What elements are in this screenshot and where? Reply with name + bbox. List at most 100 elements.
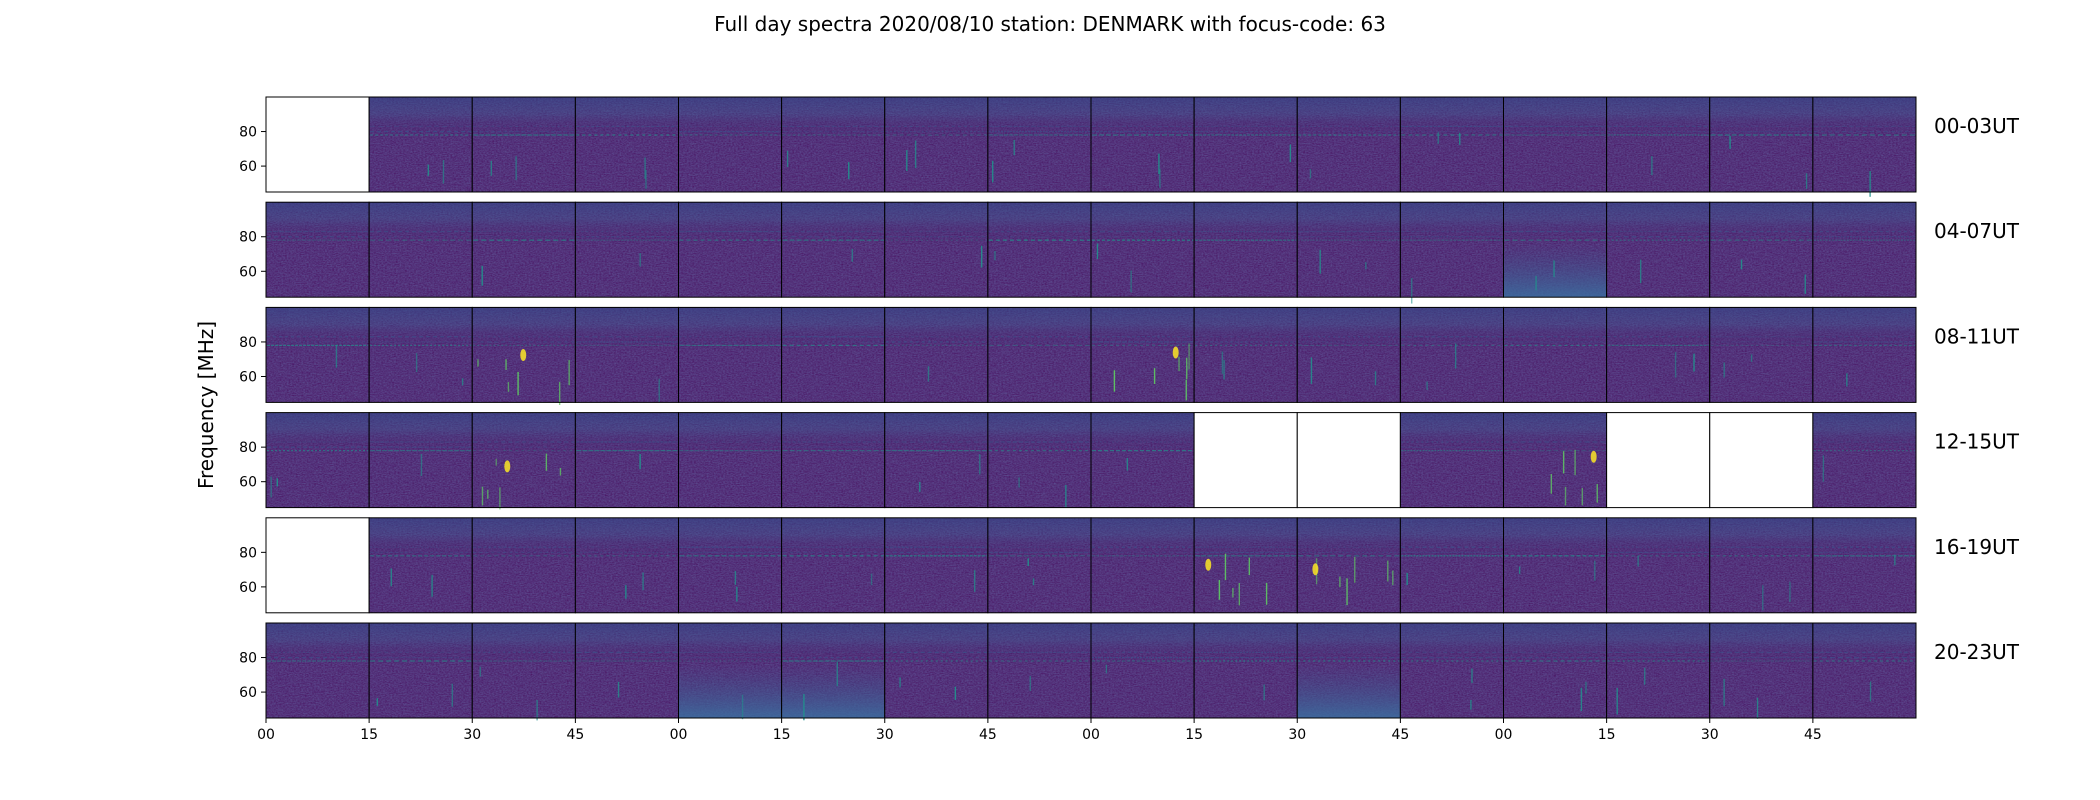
- spectrum-panel: [1606, 201, 1711, 298]
- row-labels: 00-03UT 04-07UT 08-11UT 12-15UT 16-19UT 20-23…: [1934, 114, 2020, 664]
- y-tick-label: 80: [239, 440, 257, 456]
- panel-top-band: [1812, 307, 1916, 351]
- panel-top-band: [1297, 623, 1401, 666]
- panel-top-band: [369, 202, 473, 245]
- spectrum-panel: [1090, 517, 1195, 614]
- spectrum-panel: [574, 412, 679, 509]
- spectrum-panel: [1812, 306, 1917, 403]
- spectrum-panel: [368, 201, 473, 298]
- spectrum-panel: [1193, 306, 1298, 403]
- spectrum-panel: [1296, 306, 1401, 403]
- panel-top-band: [678, 623, 782, 666]
- panel-top-band: [987, 412, 1091, 456]
- y-tick-label: 60: [239, 264, 257, 280]
- panel-top-band: [575, 517, 679, 561]
- spectrum-panel: [1090, 622, 1195, 719]
- row-label: 12-15UT: [1934, 430, 2020, 454]
- spectrum-panel: [1606, 517, 1711, 614]
- empty-panel: [1606, 412, 1711, 509]
- y-tick-label: 60: [239, 580, 257, 596]
- panel-top-band: [1194, 97, 1298, 140]
- x-tick-label: 15: [1598, 727, 1616, 743]
- spectrum-panel: [265, 306, 370, 403]
- x-tick-label: 15: [773, 727, 791, 743]
- spectra-row-00-03UT: [265, 96, 1917, 197]
- spectrum-panel: [471, 622, 576, 721]
- row-label: 16-19UT: [1934, 535, 2020, 559]
- panel-top-band: [575, 97, 679, 140]
- panel-top-band: [472, 412, 576, 456]
- panel-top-band: [1812, 517, 1916, 561]
- spectrum-panel: [884, 412, 989, 509]
- panel-top-band: [472, 517, 576, 561]
- spectrum-panel: [1606, 622, 1711, 719]
- panel-top-band: [1709, 307, 1813, 351]
- spectrum-panel: [471, 412, 576, 510]
- panel-top-band: [781, 623, 885, 666]
- panel-top-band: [884, 517, 988, 561]
- spectrum-panel: [678, 517, 783, 614]
- spectrum-panel: [265, 201, 370, 298]
- spectrum-panel: [1296, 201, 1401, 298]
- spectrum-panel: [1193, 412, 1298, 509]
- y-ticks: 60 80 60 80 60 80 60 80 60 80 60 80: [239, 125, 266, 701]
- spectrum-panel: [1709, 517, 1814, 614]
- x-tick-label: 15: [1185, 727, 1203, 743]
- panel-top-band: [1606, 623, 1710, 666]
- panel-top-band: [1503, 307, 1607, 351]
- spectra-row-08-11UT: [265, 306, 1917, 406]
- spectra-row-12-15UT: [265, 412, 1917, 510]
- spectrum-panel: [1399, 412, 1504, 509]
- panel-top-band: [472, 97, 576, 140]
- panel-top-band: [678, 307, 782, 351]
- panel-top-band: [1503, 202, 1607, 245]
- panel-top-band: [369, 97, 473, 140]
- panel-top-band: [1400, 97, 1504, 140]
- panel-top-band: [1812, 202, 1916, 245]
- row-label: 00-03UT: [1934, 114, 2020, 138]
- spectrum-panel: [781, 622, 886, 721]
- spectrum-panel: [471, 517, 576, 614]
- panel-top-band: [1709, 202, 1813, 245]
- x-tick-label: 45: [1391, 727, 1409, 743]
- y-tick-label: 60: [239, 369, 257, 385]
- spectrum-panel: [781, 412, 886, 509]
- spectrum-panel: [781, 96, 886, 193]
- spectrum-panel: [1812, 96, 1917, 197]
- panel-top-band: [369, 623, 473, 666]
- spectrum-panel: [368, 306, 473, 403]
- spectrum-panel: [1709, 306, 1814, 403]
- spectrum-panel: [574, 201, 679, 298]
- spectrum-panel: [1090, 96, 1195, 193]
- spectrum-panel: [1503, 201, 1608, 298]
- panel-top-band: [987, 517, 1091, 561]
- empty-panel: [265, 96, 370, 193]
- panel-top-band: [1812, 412, 1916, 456]
- spectrum-panel: [574, 517, 679, 614]
- panel-frame: [1812, 201, 1917, 298]
- x-tick-label: 30: [1288, 727, 1306, 743]
- spectrum-panel: [1503, 96, 1608, 193]
- panel-top-band: [1091, 623, 1195, 666]
- panel-top-band: [1812, 97, 1916, 140]
- panel-top-band: [1606, 202, 1710, 245]
- panel-top-band: [1297, 202, 1401, 245]
- spectrum-panel: [1193, 622, 1298, 719]
- panel-top-band: [369, 412, 473, 456]
- spectrum-panel: [1709, 96, 1814, 193]
- spectrum-panel: [1193, 517, 1298, 614]
- spectrum-panel: [265, 412, 370, 509]
- spectrum-panel: [1296, 412, 1401, 509]
- panel-frame: [1812, 96, 1917, 193]
- spectrum-panel: [1090, 412, 1195, 509]
- panel-top-band: [266, 202, 370, 245]
- spectrum-panel: [884, 96, 989, 193]
- spectra-panels: [265, 96, 1917, 721]
- panel-top-band: [678, 412, 782, 456]
- spectrum-panel: [678, 412, 783, 509]
- panel-top-band: [1194, 202, 1298, 245]
- panel-top-band: [369, 307, 473, 351]
- empty-panel: [1193, 412, 1298, 509]
- spectrum-panel: [884, 201, 989, 298]
- y-axis-label-text: Frequency [MHz]: [194, 321, 218, 489]
